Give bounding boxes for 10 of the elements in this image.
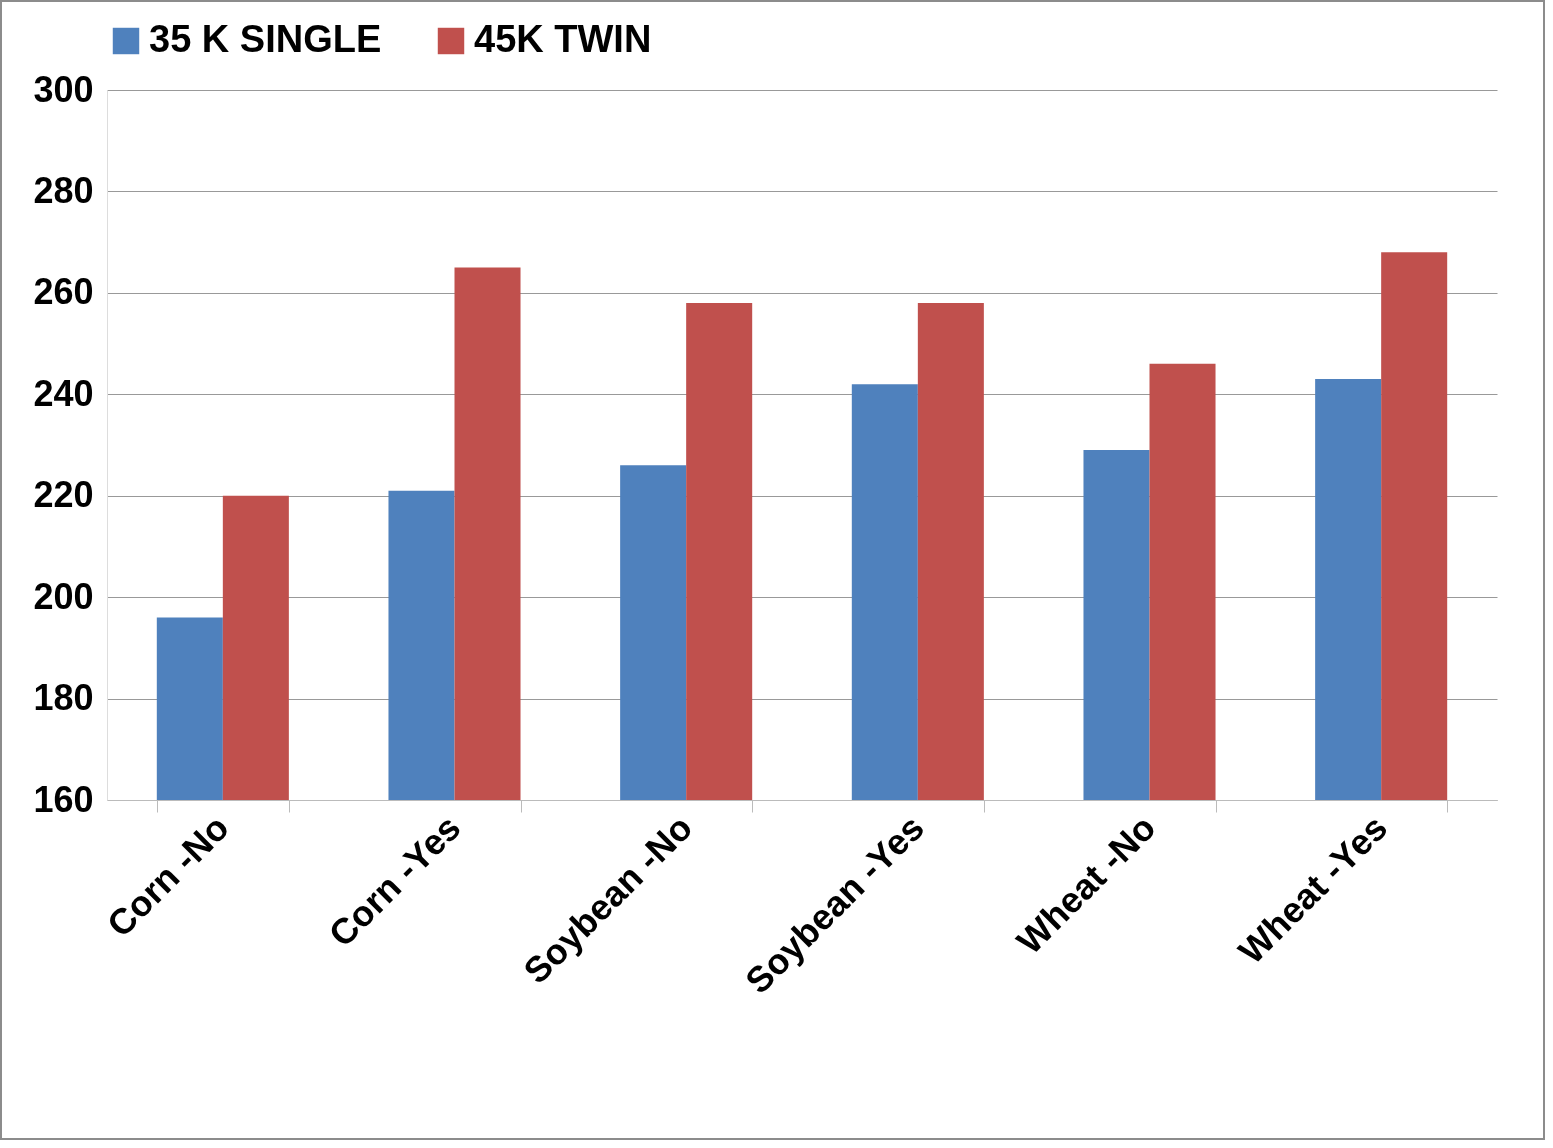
y-tick-label: 200 xyxy=(33,575,94,617)
y-tick-label: 280 xyxy=(33,169,94,211)
legend-label: 45K TWIN xyxy=(474,18,652,60)
y-tick-label: 180 xyxy=(33,677,94,719)
y-tick-label: 240 xyxy=(33,372,94,414)
y-tick-label: 160 xyxy=(33,778,94,820)
y-tick-label: 300 xyxy=(33,68,94,110)
y-tick-label: 260 xyxy=(33,271,94,313)
y-tick-label: 220 xyxy=(33,474,94,516)
legend-label: 35 K SINGLE xyxy=(149,18,382,60)
